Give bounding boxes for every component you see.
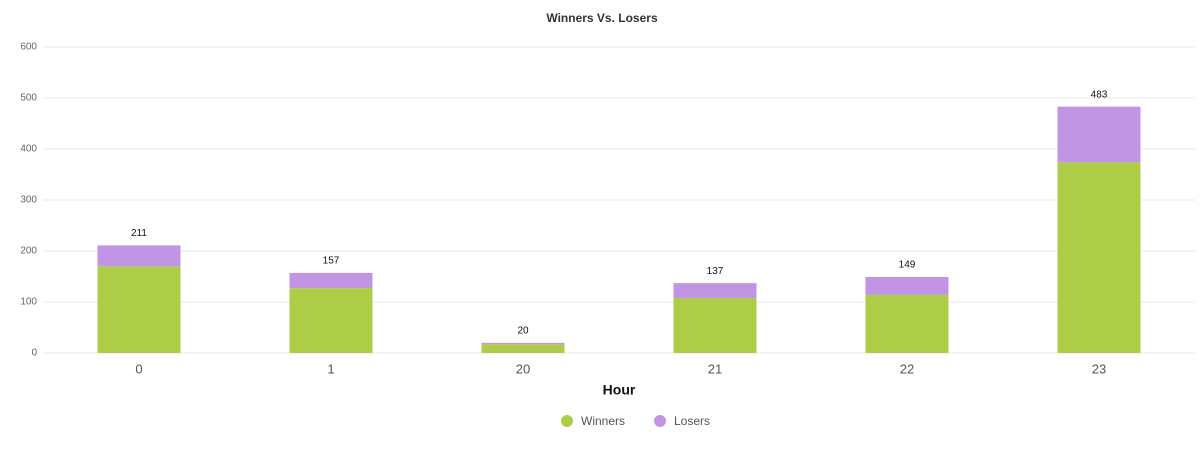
x-tick-label: 1: [327, 361, 334, 376]
y-tick-label: 200: [20, 246, 37, 257]
bar-segment: [865, 277, 949, 295]
chart-title: Winners Vs. Losers: [546, 11, 658, 25]
total-label: 157: [323, 256, 340, 267]
y-tick-label: 400: [20, 144, 37, 155]
bar-segment: [289, 288, 373, 353]
bar-segment: [97, 266, 181, 353]
bar-segment: [97, 245, 181, 267]
y-tick-label: 0: [31, 348, 37, 359]
legend-marker: [561, 415, 573, 427]
x-tick-label: 0: [135, 361, 142, 376]
total-label: 149: [899, 260, 916, 271]
x-axis-label: Hour: [603, 382, 636, 398]
legend-marker: [654, 415, 666, 427]
total-label: 211: [131, 228, 147, 239]
x-tick-label: 21: [708, 361, 722, 376]
y-tick-label: 100: [20, 297, 37, 308]
bar-segment: [865, 294, 949, 353]
bar-segment: [1057, 106, 1141, 163]
bar-segment: [1057, 162, 1141, 353]
bar-segment: [481, 344, 565, 353]
y-tick-label: 300: [20, 195, 37, 206]
legend-label: Losers: [674, 414, 710, 428]
bar-segment: [673, 297, 757, 353]
bar-segment: [673, 283, 757, 298]
y-tick-label: 500: [20, 93, 37, 104]
legend-label: Winners: [581, 414, 625, 428]
total-label: 20: [517, 325, 529, 336]
bar-segment: [289, 272, 373, 289]
x-tick-label: 20: [516, 361, 530, 376]
x-tick-label: 22: [900, 361, 914, 376]
x-tick-label: 23: [1092, 361, 1106, 376]
total-label: 137: [707, 266, 724, 277]
total-label: 483: [1091, 89, 1108, 100]
bar-segment: [481, 342, 565, 345]
y-tick-label: 600: [20, 42, 37, 53]
